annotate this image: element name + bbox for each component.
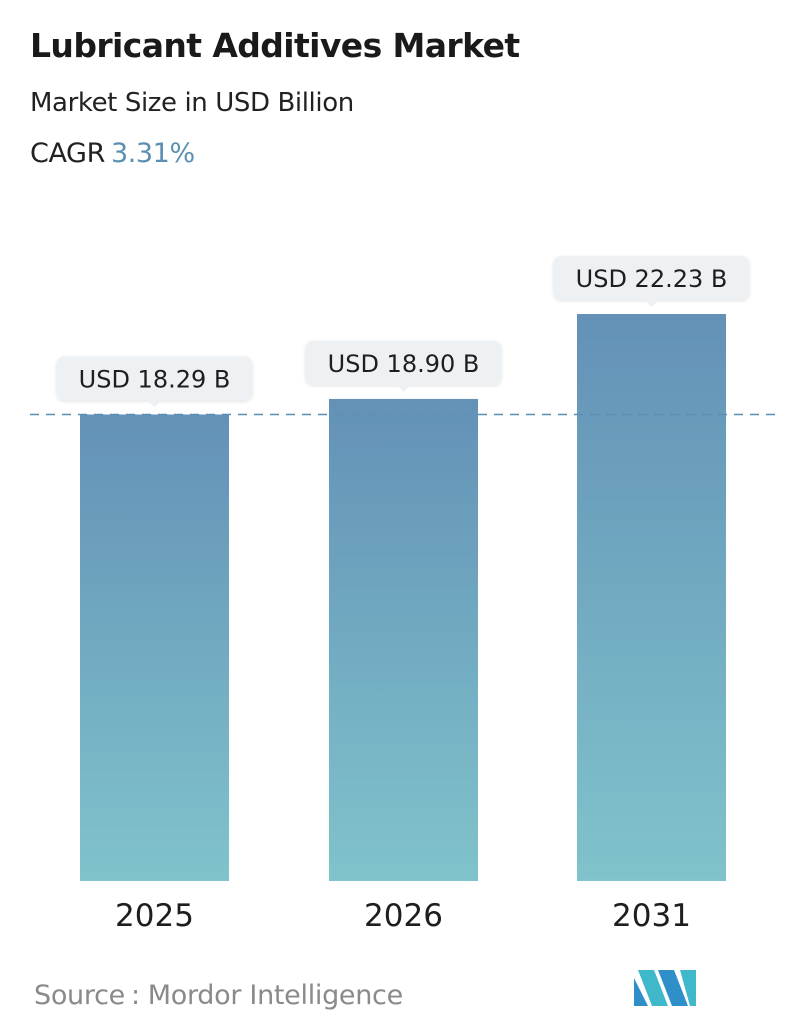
cagr-value: 3.31%	[110, 138, 195, 169]
mordor-intelligence-logo-icon	[634, 970, 696, 1006]
value-label-text: USD 18.90 B	[328, 350, 480, 378]
bar-2026	[329, 398, 478, 881]
chart-title: Lubricant Additives Market	[30, 26, 520, 65]
x-tick-label: 2031	[612, 898, 691, 934]
value-label-text: USD 18.29 B	[79, 365, 231, 393]
bars-layer: 2025 2026 2031	[80, 314, 726, 934]
value-label-2025: USD 18.29 B	[56, 356, 253, 408]
source-name: Mordor Intelligence	[147, 980, 403, 1011]
cagr-line: CAGR 3.31%	[30, 138, 195, 169]
value-label-2031: USD 22.23 B	[553, 256, 750, 307]
bar-2025	[80, 414, 229, 881]
value-label-text: USD 22.23 B	[576, 265, 728, 293]
cagr-label: CAGR	[30, 138, 105, 169]
source-note: Source: Mordor Intelligence	[34, 980, 403, 1011]
source-label: Source	[34, 980, 125, 1011]
source-separator: :	[130, 980, 140, 1011]
value-label-background	[553, 256, 750, 300]
value-label-background	[305, 340, 502, 385]
bar-2031	[577, 314, 726, 881]
bar-chart: 2025 2026 2031 USD 18.29 B USD 18.90 B USD 2…	[30, 256, 782, 934]
value-label-pointer	[644, 300, 659, 307]
value-label-background	[56, 356, 253, 401]
chart-subtitle: Market Size in USD Billion	[30, 88, 354, 118]
value-label-pointer	[396, 384, 411, 392]
x-tick-label: 2026	[364, 898, 443, 934]
value-label-pointer	[147, 400, 162, 408]
x-tick-label: 2025	[115, 898, 194, 934]
value-label-2026: USD 18.90 B	[305, 340, 502, 392]
labels-layer: USD 18.29 B USD 18.90 B USD 22.23 B	[56, 256, 750, 408]
